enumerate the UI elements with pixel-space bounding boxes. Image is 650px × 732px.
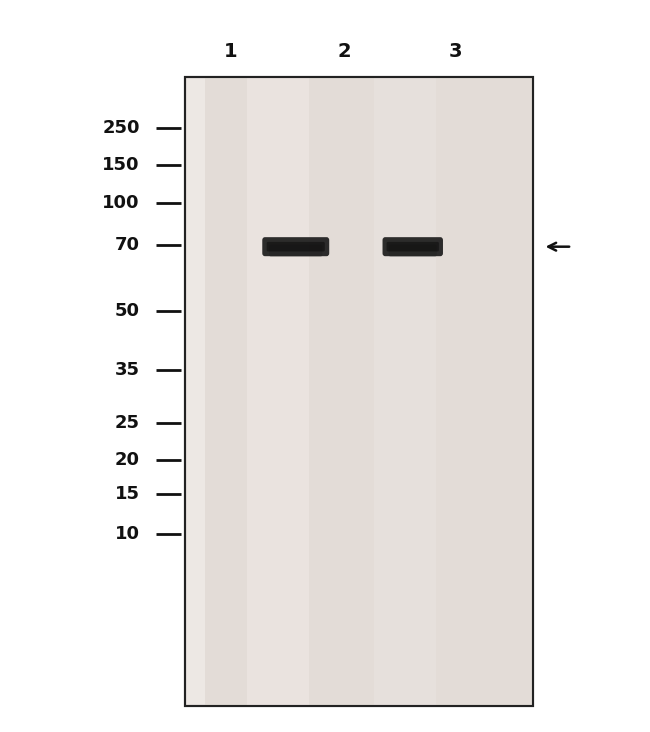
- Bar: [247, 77, 309, 706]
- Text: 250: 250: [102, 119, 140, 137]
- FancyBboxPatch shape: [389, 244, 437, 257]
- Text: 70: 70: [115, 236, 140, 254]
- FancyBboxPatch shape: [263, 237, 330, 256]
- Text: 2: 2: [338, 42, 351, 61]
- Bar: [309, 77, 374, 706]
- Bar: [185, 77, 533, 706]
- FancyBboxPatch shape: [266, 242, 325, 252]
- Bar: [436, 77, 533, 706]
- FancyBboxPatch shape: [387, 242, 439, 252]
- FancyBboxPatch shape: [382, 237, 443, 256]
- Text: 35: 35: [115, 361, 140, 378]
- FancyBboxPatch shape: [269, 244, 322, 257]
- Text: 20: 20: [115, 451, 140, 468]
- Text: 100: 100: [102, 195, 140, 212]
- Bar: [185, 77, 533, 706]
- Text: 25: 25: [115, 414, 140, 432]
- Text: 1: 1: [224, 42, 237, 61]
- Text: 15: 15: [115, 485, 140, 503]
- Text: 10: 10: [115, 526, 140, 543]
- Bar: [374, 77, 436, 706]
- Text: 3: 3: [448, 42, 461, 61]
- Text: 50: 50: [115, 302, 140, 320]
- Text: 150: 150: [102, 156, 140, 173]
- Bar: [205, 77, 247, 706]
